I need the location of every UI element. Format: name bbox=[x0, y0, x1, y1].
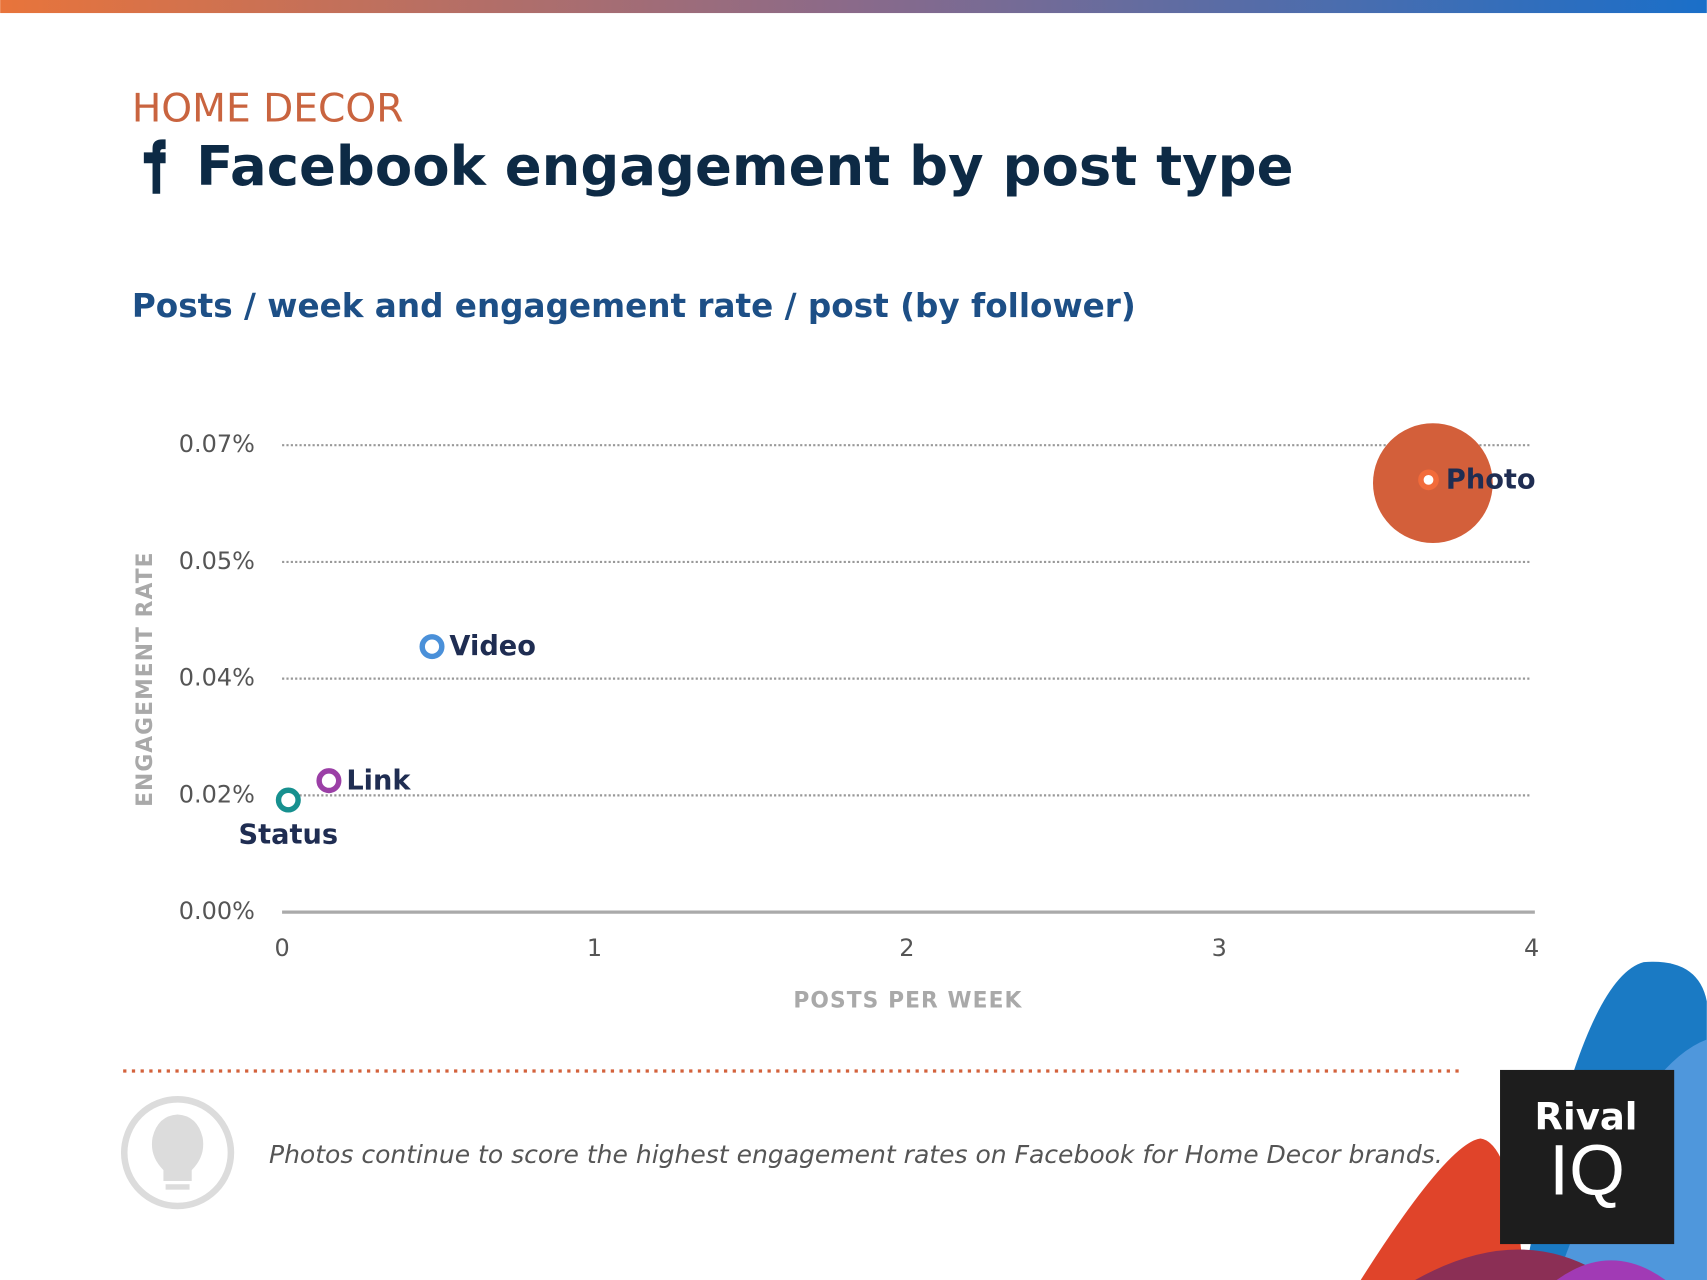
point bbox=[275, 787, 301, 813]
facebook-icon bbox=[143, 139, 166, 194]
y-tick-label: 0.04% bbox=[179, 664, 255, 692]
footnote: Photos continue to score the highest eng… bbox=[269, 1140, 1443, 1169]
title: Facebook engagement by post type bbox=[196, 134, 1293, 198]
y-axis-label: ENGAGEMENT RATE bbox=[133, 551, 158, 806]
y-tick-label: 0.05% bbox=[179, 547, 255, 575]
point bbox=[316, 768, 342, 794]
top-bar bbox=[0, 0, 1707, 14]
point-label: Status bbox=[239, 819, 339, 850]
category: HOME DECOR bbox=[132, 87, 404, 132]
x-tick-label: 4 bbox=[1524, 934, 1539, 962]
y-tick-label: 0.07% bbox=[179, 430, 255, 458]
x-tick-label: 3 bbox=[1212, 934, 1227, 962]
y-tick-label: 0.00% bbox=[179, 897, 255, 925]
logo-box bbox=[1500, 1069, 1675, 1245]
point-label: Link bbox=[346, 765, 411, 796]
subtitle: Posts / week and engagement rate / post … bbox=[132, 287, 1136, 325]
x-tick-label: 1 bbox=[587, 934, 602, 962]
lightbulb-icon bbox=[120, 1096, 235, 1210]
logo-text: Rival bbox=[1535, 1095, 1638, 1138]
point bbox=[419, 634, 445, 660]
point-label: Photo bbox=[1446, 464, 1536, 495]
x-tick-label: 2 bbox=[899, 934, 914, 962]
point bbox=[1418, 469, 1439, 491]
x-axis-label: POSTS PER WEEK bbox=[793, 988, 1022, 1013]
point-label: Video bbox=[449, 631, 536, 662]
y-tick-label: 0.02% bbox=[179, 780, 255, 808]
logo-text: IQ bbox=[1549, 1130, 1625, 1210]
x-tick-label: 0 bbox=[274, 934, 289, 962]
